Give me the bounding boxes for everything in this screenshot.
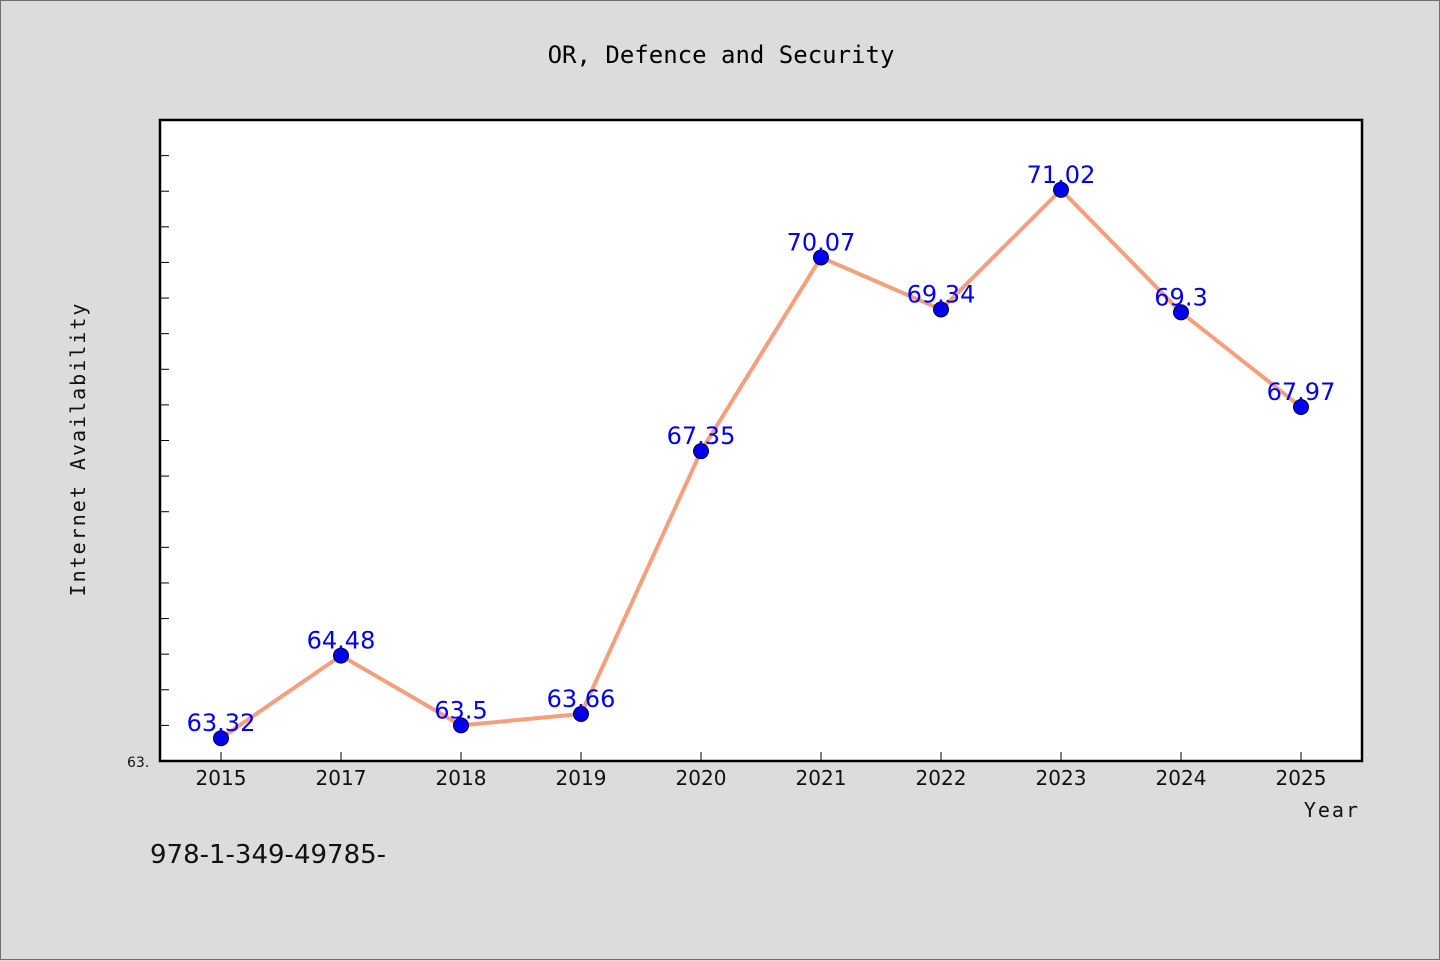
series-line (219, 187, 1303, 741)
data-point (573, 705, 589, 722)
x-tick-label: 2015 (196, 766, 247, 790)
data-label: 69.34 (907, 280, 976, 308)
x-tick-label: 2021 (796, 766, 847, 790)
plot-area (158, 118, 1364, 763)
data-label: 69.3 (1154, 283, 1207, 311)
x-tick-label: 2023 (1036, 766, 1087, 790)
data-point (813, 249, 829, 266)
x-axis-title: Year (1304, 798, 1360, 822)
data-point (453, 717, 469, 734)
y-axis-title: Internet Availability (66, 302, 90, 597)
data-point (333, 647, 349, 664)
chart-title: OR, Defence and Security (548, 41, 895, 69)
x-tick-label: 2018 (436, 766, 487, 790)
data-point (213, 730, 229, 747)
x-tick-label: 2022 (916, 766, 967, 790)
series-markers (213, 181, 1309, 747)
y-axis-ticks (160, 155, 169, 726)
x-tick-label: 2025 (1276, 766, 1327, 790)
data-point (693, 443, 709, 460)
data-label: 67.35 (667, 422, 736, 450)
data-label: 63.32 (187, 709, 256, 737)
data-point (1293, 399, 1309, 416)
data-label: 71.02 (1027, 161, 1096, 189)
x-tick-label: 2020 (676, 766, 727, 790)
x-tick-label: 2017 (316, 766, 367, 790)
x-axis-ticks: 2015 2017 2018 2019 2020 2021 2022 2023 2024 2025 (196, 752, 1327, 790)
data-label: 67.97 (1267, 378, 1336, 406)
x-tick-label: 2019 (556, 766, 607, 790)
data-point (1053, 181, 1069, 198)
data-label: 63.5 (434, 696, 487, 724)
x-tick-label: 2024 (1156, 766, 1207, 790)
data-label: 70.07 (787, 228, 856, 256)
data-point (933, 301, 949, 318)
data-point (1173, 304, 1189, 321)
data-label: 63.66 (547, 685, 616, 713)
data-labels: 63.32 64.48 63.5 63.66 67.35 70.07 69.34 71.02 6… (187, 161, 1336, 737)
y-min-tick-label: 63. (127, 755, 149, 771)
footer-text: 978-1-349-49785- (150, 840, 386, 870)
data-label: 64.48 (307, 627, 376, 655)
